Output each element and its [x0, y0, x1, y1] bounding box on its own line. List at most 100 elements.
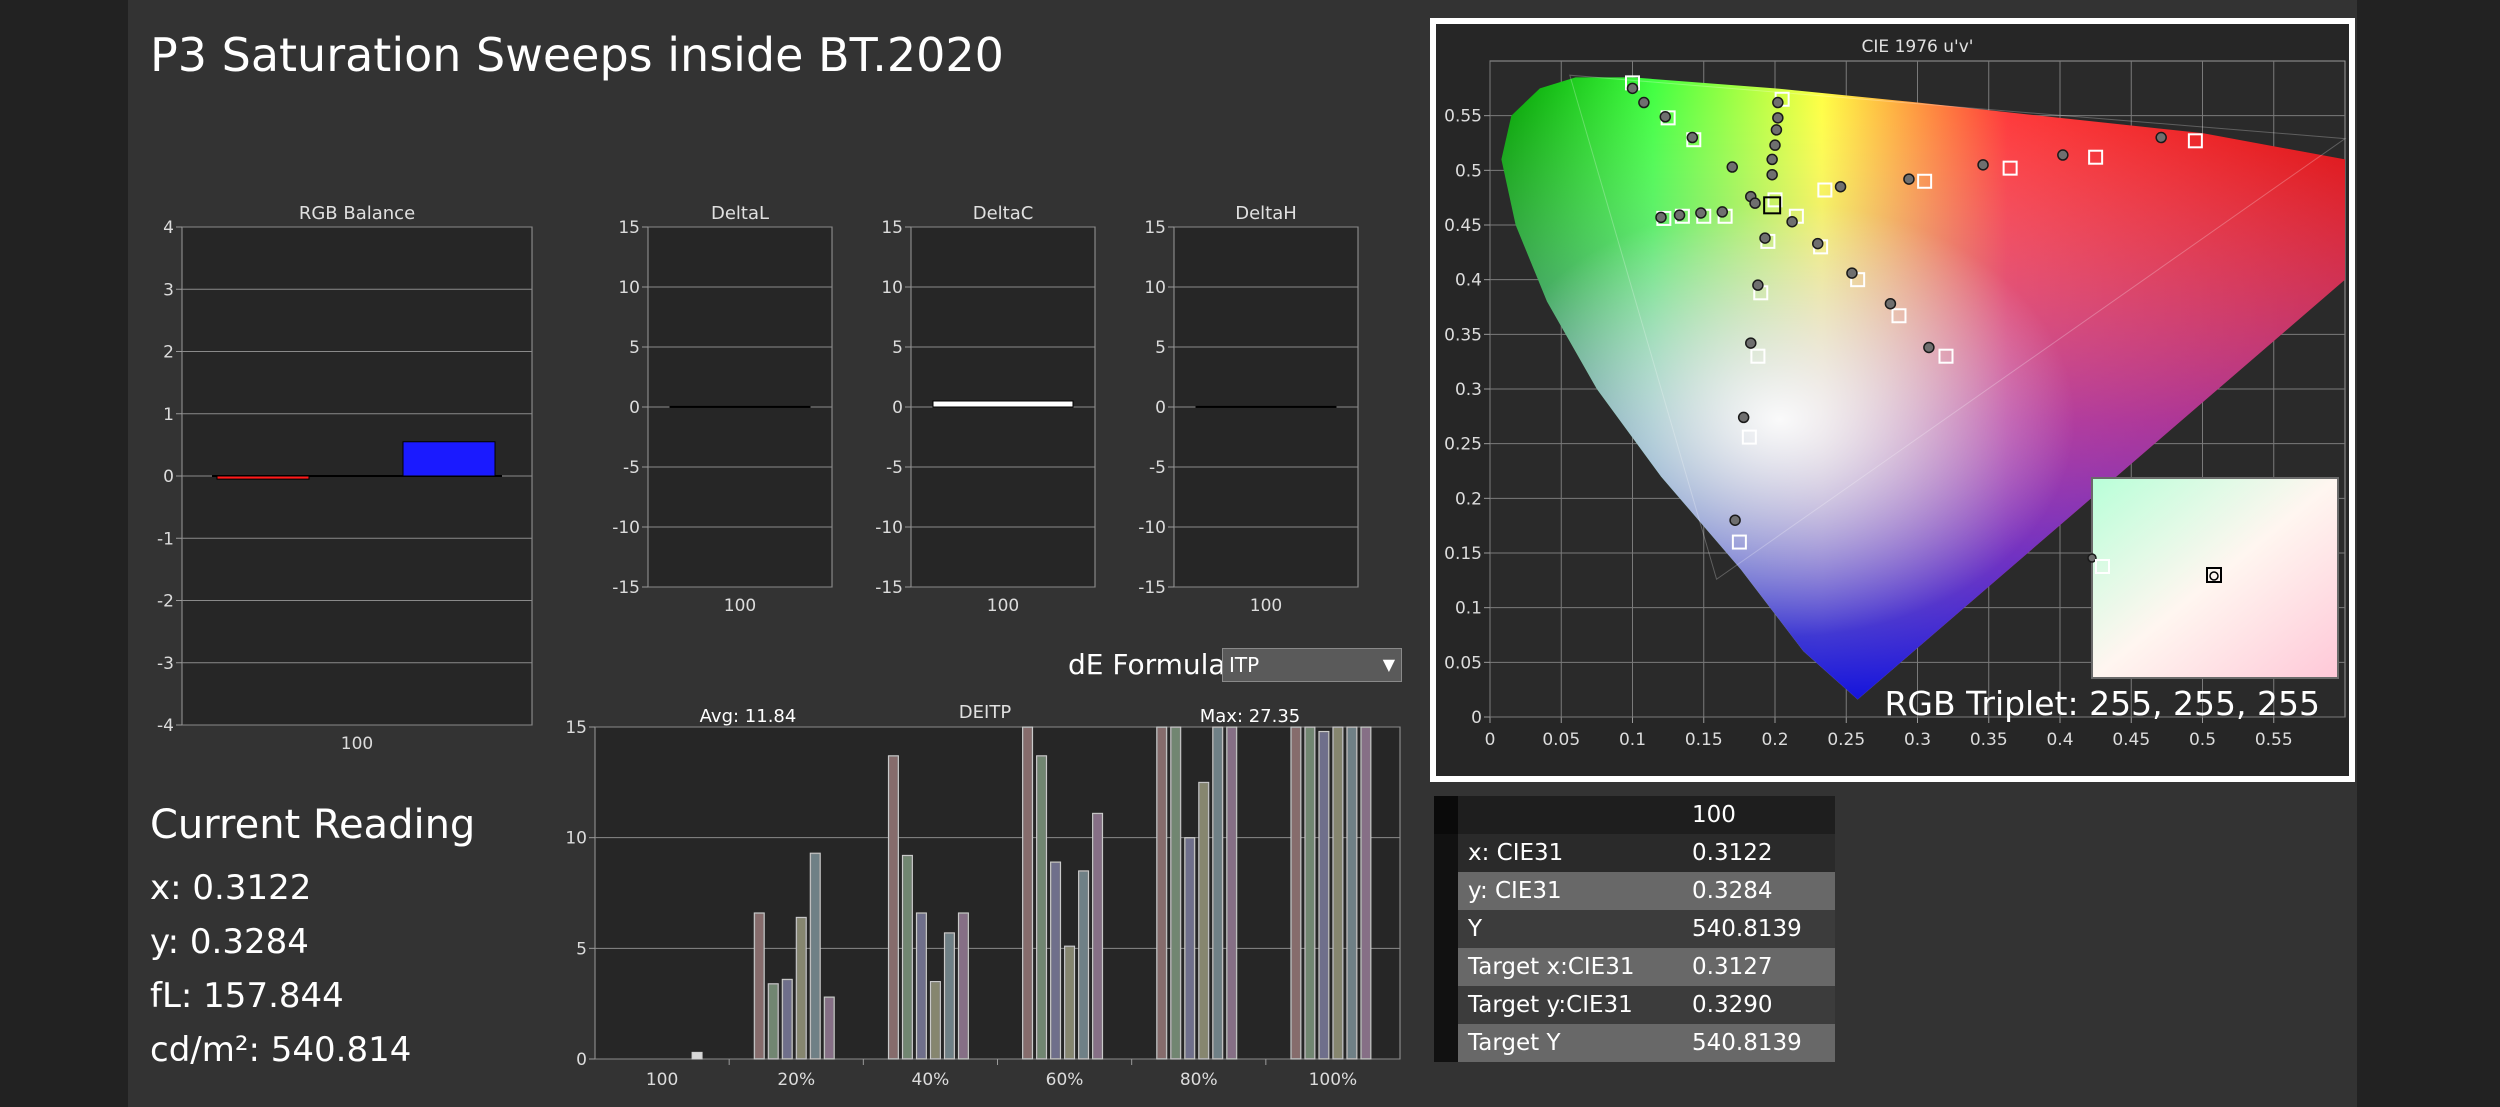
x-tick-label: 100	[341, 734, 373, 754]
y-tick-label: 3	[163, 280, 174, 300]
deitp-bar-tint	[1185, 838, 1194, 1058]
y-tick-label: -1	[157, 529, 174, 549]
y-tick-label: -10	[612, 518, 640, 538]
target-square	[1741, 429, 1757, 445]
y-tick-label: 15	[1144, 218, 1166, 238]
chevron-down-icon: ▼	[1382, 655, 1395, 674]
measured-point	[1766, 153, 1778, 166]
y-tick-label: -15	[612, 578, 640, 598]
x-tick-label: 100	[646, 1070, 678, 1085]
deitp-bar	[691, 1051, 703, 1060]
y-tick-label: 10	[618, 278, 640, 298]
de-formula-label: dE Formula:	[1068, 648, 1236, 681]
y-tick-label: 0.15	[1444, 544, 1482, 564]
y-tick-label: 0	[1155, 398, 1166, 418]
deitp-bar	[901, 854, 913, 1060]
measured-point	[1729, 514, 1741, 526]
deitp-bar-tint	[945, 933, 954, 1058]
deitp-bar	[943, 932, 955, 1060]
measured-point	[1745, 337, 1757, 349]
measured-point	[1749, 197, 1761, 209]
x-tick-label: 0.55	[2255, 730, 2293, 750]
deitp-bar	[1346, 726, 1358, 1060]
deitp-bar	[1092, 812, 1104, 1060]
deitp-bar	[1198, 781, 1210, 1060]
deitp-bar-tint	[1065, 947, 1074, 1058]
rgb-balance-chart: RGB Balance 4 3 2 1 0 -1 -2 -3 -4 100	[157, 203, 533, 754]
x-tick-label: 0.1	[1619, 730, 1646, 750]
y-tick-label: -10	[875, 518, 903, 538]
y-tick-label: 0	[629, 398, 640, 418]
max-label: Max: 27.35	[1200, 706, 1301, 727]
chart-title: DEITP	[959, 702, 1012, 723]
y-tick-label: -3	[157, 654, 174, 674]
measured-point	[1903, 173, 1915, 185]
chart-title: RGB Balance	[299, 203, 415, 224]
deitp-bar	[1290, 726, 1302, 1060]
measured-point	[1673, 209, 1686, 221]
deitp-bar	[1212, 726, 1224, 1060]
x-tick-label: 0.25	[1827, 730, 1865, 750]
y-tick-label: 0.35	[1444, 325, 1482, 345]
y-tick-label: 0.4	[1455, 271, 1482, 291]
deitp-bar-tint	[1227, 728, 1236, 1058]
deitp-bar	[1360, 726, 1372, 1060]
deitp-bar	[767, 983, 779, 1060]
page-title: P3 Saturation Sweeps inside BT.2020	[150, 28, 1004, 82]
deitp-bar-tint	[903, 856, 912, 1058]
x-tick-label: 80%	[1180, 1070, 1218, 1085]
chart-title: DeltaL	[711, 203, 769, 224]
y-tick-label: 0.2	[1455, 489, 1482, 509]
deitp-bar	[753, 912, 765, 1060]
delta-l-chart: DeltaL 15 10 5 0 -5 -10 -15 100	[612, 203, 833, 615]
y-tick-label: 0	[576, 1050, 587, 1070]
deitp-bar	[1304, 726, 1316, 1060]
deitp-bar-tint	[1157, 728, 1166, 1058]
table-row: x: CIE31 0.3122	[1434, 834, 1835, 872]
x-tick-label: 100	[1250, 596, 1282, 615]
deitp-bar-tint	[1037, 756, 1046, 1058]
de-formula-dropdown[interactable]: ITP ▼	[1222, 648, 1402, 682]
deitp-bar-tint	[1319, 732, 1328, 1058]
avg-label: Avg: 11.84	[700, 706, 797, 727]
deitp-bar-tint	[1051, 863, 1060, 1058]
target-square	[1917, 173, 1933, 189]
table-row-label: Target x:CIE31	[1468, 954, 1635, 980]
deitp-bar-tint	[755, 913, 764, 1058]
table-row-label: Y	[1468, 916, 1483, 942]
chart-title: DeltaH	[1235, 203, 1297, 224]
y-tick-label: 0.05	[1444, 653, 1482, 673]
deitp-bar	[1050, 861, 1062, 1060]
y-tick-label: 0.55	[1444, 107, 1482, 127]
target-square	[1731, 534, 1747, 550]
y-tick-label: -2	[157, 592, 174, 612]
x-tick-label: 60%	[1046, 1070, 1084, 1085]
table-row-label: Target y:CIE31	[1468, 992, 1633, 1018]
deitp-bar	[1226, 726, 1238, 1060]
measured-point	[1772, 96, 1784, 109]
measured-point	[1884, 297, 1897, 310]
measured-point	[1772, 112, 1784, 124]
y-tick-label: 1	[163, 405, 174, 425]
deitp-bar	[1184, 837, 1196, 1060]
x-tick-label: 0.45	[2112, 730, 2150, 750]
measured-point	[1759, 232, 1771, 244]
y-tick-label: 4	[163, 218, 174, 238]
deitp-bar	[781, 978, 793, 1060]
table-row-swatch	[1434, 834, 1458, 872]
gamut-triangle	[1569, 74, 2347, 581]
deitp-bar-tint	[1171, 728, 1180, 1058]
y-tick-label: -5	[886, 458, 903, 478]
table-row-swatch	[1434, 948, 1458, 986]
y-tick-label: 2	[163, 343, 174, 363]
x-tick-label: 0.5	[2189, 730, 2216, 750]
table-header-label	[1458, 796, 1682, 834]
y-tick-label: -5	[1149, 458, 1166, 478]
target-square	[1938, 348, 1954, 364]
measured-point	[1659, 111, 1672, 123]
deitp-bar	[795, 916, 807, 1060]
measured-point	[1923, 341, 1935, 354]
deitp-bar-tint	[1023, 728, 1032, 1058]
readings-table: 100 x: CIE31 0.3122 y: CIE31 0.3284 Y 54…	[1434, 796, 1835, 1062]
y-tick-label: 0	[1471, 708, 1482, 728]
